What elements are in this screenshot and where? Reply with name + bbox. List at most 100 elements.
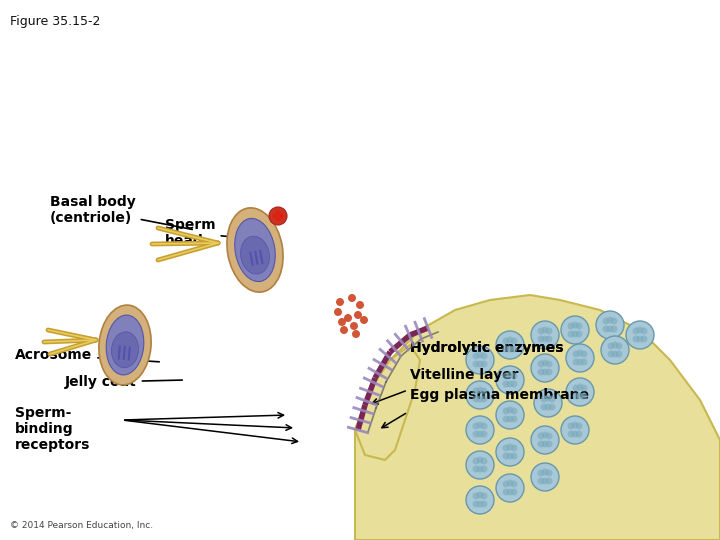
Circle shape [279, 213, 284, 219]
Circle shape [538, 433, 544, 440]
Circle shape [480, 501, 487, 508]
Circle shape [338, 318, 346, 326]
Text: Basal body
(centriole): Basal body (centriole) [50, 195, 192, 230]
Circle shape [606, 316, 613, 323]
Circle shape [506, 489, 513, 496]
Circle shape [510, 408, 518, 415]
Circle shape [503, 381, 510, 388]
Text: Hydrolytic enzymes: Hydrolytic enzymes [410, 341, 564, 355]
Circle shape [480, 388, 487, 395]
Circle shape [531, 354, 559, 382]
Circle shape [477, 501, 484, 508]
Circle shape [472, 422, 480, 429]
Circle shape [480, 465, 487, 472]
Text: Acrosome: Acrosome [15, 348, 159, 362]
Circle shape [546, 441, 552, 448]
Circle shape [603, 326, 610, 333]
Circle shape [503, 444, 510, 451]
Circle shape [572, 430, 578, 437]
Circle shape [549, 403, 556, 410]
Circle shape [575, 330, 582, 338]
Circle shape [544, 395, 552, 402]
Circle shape [580, 359, 588, 366]
Circle shape [510, 481, 518, 488]
Circle shape [575, 430, 582, 437]
Circle shape [549, 395, 556, 402]
Circle shape [510, 381, 518, 388]
Circle shape [272, 213, 277, 219]
Circle shape [510, 373, 518, 380]
Circle shape [572, 350, 580, 357]
Ellipse shape [99, 305, 151, 385]
Circle shape [538, 368, 544, 375]
Circle shape [334, 308, 342, 316]
Circle shape [531, 426, 559, 454]
Text: Sperm
head: Sperm head [165, 218, 264, 248]
Circle shape [472, 388, 480, 395]
Circle shape [541, 477, 549, 484]
Circle shape [477, 491, 484, 498]
Circle shape [572, 422, 578, 429]
Circle shape [577, 349, 583, 356]
Circle shape [580, 350, 588, 357]
Circle shape [510, 415, 518, 422]
Circle shape [636, 327, 644, 334]
Ellipse shape [235, 218, 275, 281]
Circle shape [538, 327, 544, 334]
Circle shape [348, 294, 356, 302]
Text: Jelly coat: Jelly coat [65, 375, 182, 389]
Circle shape [360, 316, 368, 324]
Circle shape [466, 416, 494, 444]
Circle shape [472, 395, 480, 402]
Circle shape [580, 384, 588, 391]
Text: Sperm-
binding
receptors: Sperm- binding receptors [15, 406, 91, 453]
Circle shape [632, 335, 639, 342]
Circle shape [575, 422, 582, 429]
Polygon shape [355, 345, 420, 460]
Circle shape [472, 492, 480, 500]
Circle shape [608, 342, 614, 349]
Circle shape [561, 316, 589, 344]
Circle shape [546, 433, 552, 440]
Ellipse shape [112, 332, 138, 368]
Circle shape [616, 350, 623, 357]
Circle shape [541, 403, 547, 410]
Circle shape [472, 465, 480, 472]
Circle shape [611, 318, 618, 325]
Circle shape [510, 346, 518, 353]
Circle shape [340, 326, 348, 334]
Text: © 2014 Pearson Education, Inc.: © 2014 Pearson Education, Inc. [10, 521, 153, 530]
Ellipse shape [240, 236, 269, 274]
Circle shape [350, 322, 358, 330]
Circle shape [606, 326, 613, 333]
Circle shape [472, 353, 480, 360]
Circle shape [496, 474, 524, 502]
Circle shape [596, 311, 624, 339]
Circle shape [603, 318, 610, 325]
Ellipse shape [106, 315, 144, 375]
Circle shape [572, 359, 580, 366]
Circle shape [566, 344, 594, 372]
Circle shape [477, 422, 484, 429]
Text: Figure 35.15-2: Figure 35.15-2 [10, 15, 100, 28]
Circle shape [503, 338, 510, 345]
Circle shape [641, 327, 647, 334]
Circle shape [477, 430, 484, 437]
Circle shape [546, 327, 552, 334]
Circle shape [276, 211, 281, 215]
Circle shape [541, 469, 549, 476]
Circle shape [503, 373, 510, 380]
Circle shape [480, 492, 487, 500]
Circle shape [572, 321, 578, 328]
Circle shape [506, 480, 513, 487]
Circle shape [572, 393, 580, 400]
Circle shape [480, 422, 487, 429]
Circle shape [477, 395, 484, 402]
Circle shape [541, 395, 547, 402]
Circle shape [544, 403, 552, 410]
Circle shape [538, 477, 544, 484]
Circle shape [546, 361, 552, 368]
Circle shape [567, 322, 575, 329]
Circle shape [611, 326, 618, 333]
Circle shape [480, 430, 487, 437]
